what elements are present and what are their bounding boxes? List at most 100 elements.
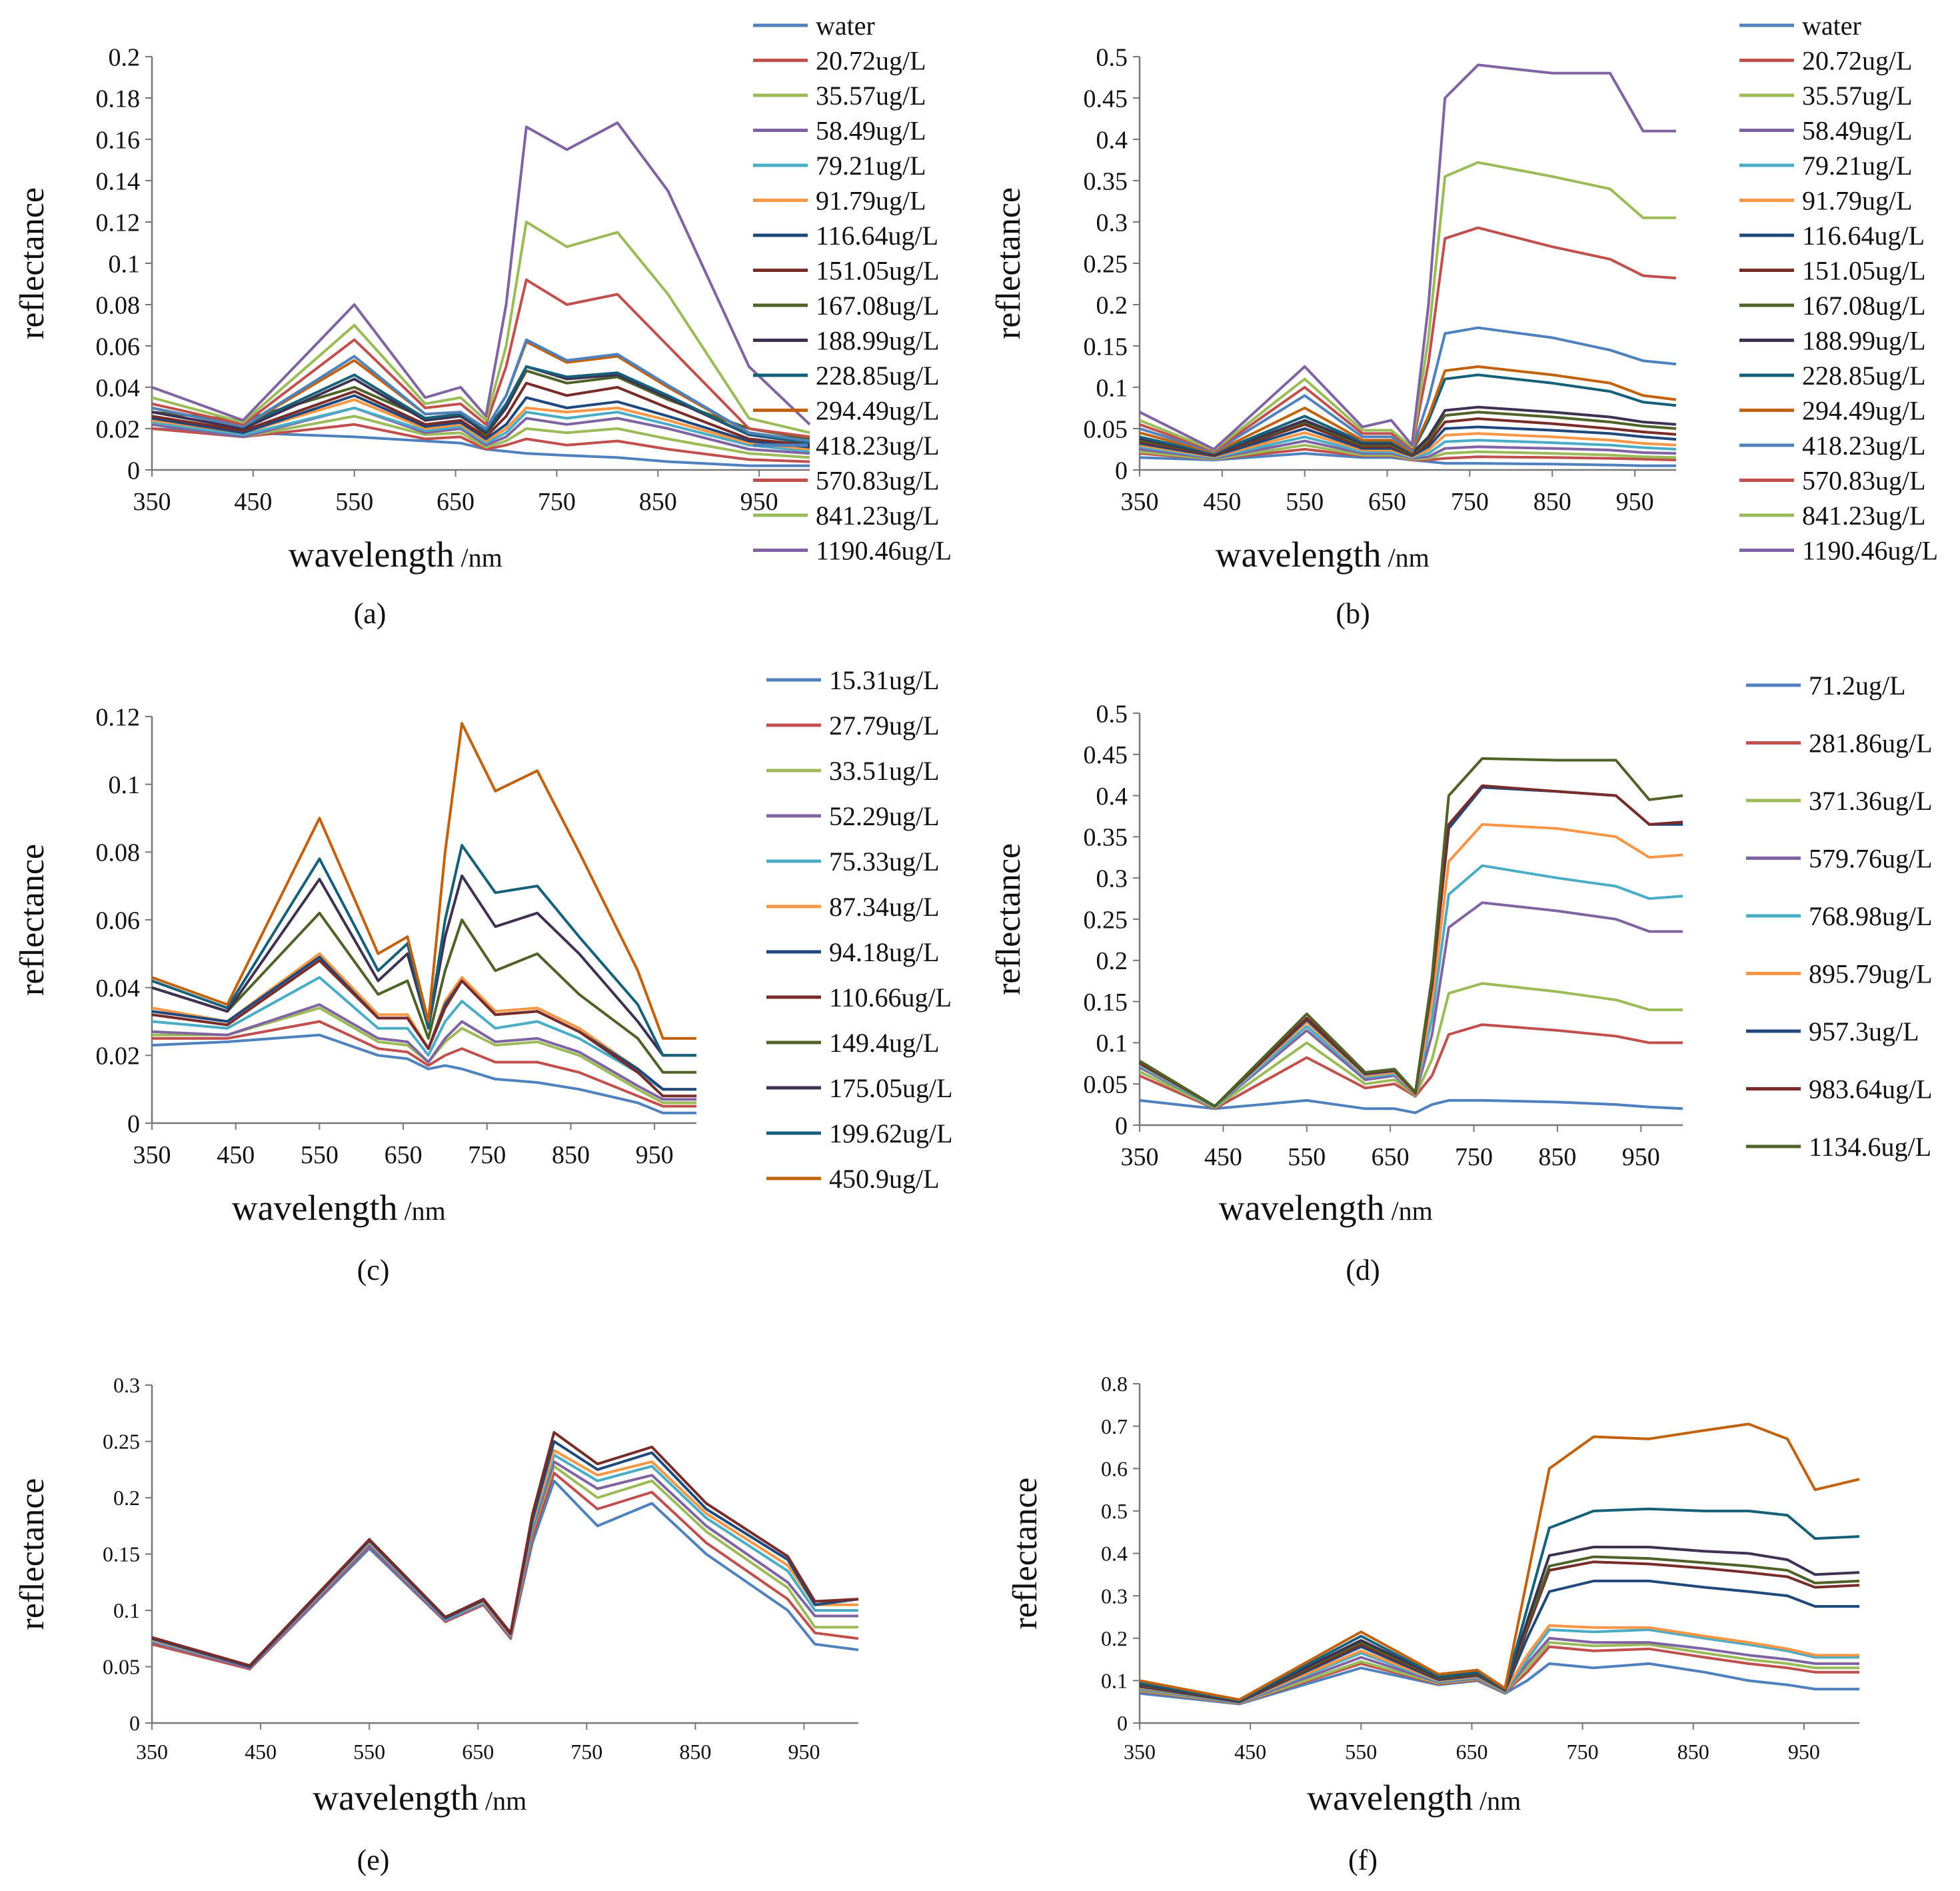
series-line: [151, 1460, 858, 1670]
series-line: [1139, 1628, 1859, 1704]
x-tick-label: 450: [1204, 1143, 1242, 1171]
y-tick-label: 0.3: [1096, 865, 1128, 893]
y-tick-label: 0.1: [113, 1598, 140, 1622]
legend-label: 768.98ug/L: [1809, 901, 1933, 931]
legend-label: 1190.46ug/L: [816, 536, 952, 566]
series-line: [1139, 823, 1683, 1108]
series-line: [1139, 431, 1677, 459]
legend-label: 71.2ug/L: [1809, 671, 1906, 701]
x-tick-label: 550: [1345, 1740, 1377, 1764]
series-line: [1139, 1098, 1683, 1114]
y-tick-label: 0.5: [1101, 1499, 1128, 1523]
legend-label: 151.05ug/L: [816, 256, 940, 286]
series-line: [1139, 864, 1683, 1108]
x-tick-label: 950: [636, 1141, 674, 1169]
series-line: [151, 221, 810, 435]
y-tick-label: 0.02: [96, 415, 141, 443]
y-axis-label: reflectance: [990, 843, 1028, 995]
series-line: [1139, 448, 1677, 462]
panel-e: (e) 0 0.05 0.1 0.15 0.2 0.25 0.3 350 450 550 650 75…: [13, 1373, 859, 1876]
x-axis-label: wavelength: [289, 535, 455, 575]
legend-label: 79.21ug/L: [1802, 151, 1913, 181]
legend-label: 27.79ug/L: [829, 711, 940, 741]
series-line: [151, 1033, 696, 1114]
legend-label: 58.49ug/L: [1802, 116, 1913, 146]
series-line: [151, 874, 696, 1057]
panel-c: (c) 0 0.02 0.04 0.06 0.08 0.1 0.12 350 450 550 650…: [13, 665, 953, 1286]
y-tick-label: 0.1: [109, 771, 141, 799]
x-axis-unit: /nm: [1479, 1786, 1521, 1816]
series-line: [1139, 439, 1677, 460]
y-tick-label: 0.45: [1084, 85, 1128, 113]
y-axis-label: reflectance: [13, 1478, 51, 1630]
x-tick-label: 950: [1616, 488, 1654, 516]
x-axis-label: wavelength: [1216, 535, 1382, 575]
legend-label: 52.29ug/L: [829, 801, 940, 831]
y-tick-label: 0.7: [1101, 1414, 1128, 1438]
series-line: [1139, 373, 1677, 455]
series-line: [1139, 1023, 1683, 1110]
x-tick-label: 550: [301, 1141, 339, 1169]
series-line: [151, 278, 810, 439]
legend-label: 294.49ug/L: [1802, 396, 1926, 426]
legend-label: 20.72ug/L: [1802, 46, 1913, 76]
y-tick-label: 0: [1115, 1112, 1128, 1140]
legend-label: 371.36ug/L: [1809, 786, 1933, 816]
x-axis-label: wavelength: [232, 1188, 398, 1228]
x-tick-label: 850: [552, 1141, 590, 1169]
y-tick-label: 0.1: [1096, 1030, 1128, 1058]
series-line: [1139, 452, 1676, 467]
y-tick-label: 0.1: [109, 250, 141, 278]
x-tick-label: 350: [1124, 1740, 1156, 1764]
series-line: [1139, 1636, 1859, 1704]
legend-label: 79.21ug/L: [816, 151, 926, 181]
x-tick-label: 350: [1121, 1143, 1159, 1171]
legend-label: 983.64ug/L: [1809, 1074, 1933, 1104]
x-tick-label: 950: [788, 1740, 820, 1764]
series-line: [151, 407, 810, 453]
x-axis-unit: /nm: [1392, 1196, 1433, 1226]
panel-a: (a) 0 0.02 0.04 0.06 0.08 0.1 0.12 0.14 0.16 0.18…: [13, 11, 952, 630]
series-line: [1139, 1645, 1859, 1705]
series-line: [151, 1453, 858, 1668]
series-line: [151, 1464, 858, 1670]
y-tick-label: 0.3: [1101, 1584, 1128, 1608]
y-tick-label: 0.1: [1096, 374, 1128, 402]
series-line: [151, 1003, 696, 1101]
series-line: [152, 1020, 696, 1108]
x-tick-label: 550: [353, 1740, 385, 1764]
legend-label: 1190.46ug/L: [1802, 536, 1938, 566]
series-line: [1139, 1624, 1859, 1704]
x-tick-label: 850: [1533, 488, 1571, 516]
y-tick-label: 0.15: [103, 1542, 140, 1566]
legend-label: water: [816, 11, 875, 41]
series-line: [1139, 326, 1677, 453]
legend-label: 149.4ug/L: [829, 1028, 940, 1058]
series-line: [151, 1471, 859, 1670]
x-tick-label: 650: [1368, 488, 1406, 516]
y-tick-label: 0.3: [1096, 209, 1128, 237]
x-tick-label: 950: [1622, 1143, 1660, 1171]
series-line: [151, 423, 810, 463]
x-axis-label: wavelength: [1307, 1778, 1473, 1818]
x-tick-label: 650: [385, 1141, 423, 1169]
y-tick-label: 0.4: [1096, 126, 1128, 154]
legend-label: 94.18ug/L: [829, 937, 940, 967]
x-tick-label: 650: [1372, 1143, 1410, 1171]
y-tick-label: 0.12: [96, 209, 141, 237]
x-tick-label: 350: [133, 1141, 171, 1169]
series-line: [1139, 405, 1677, 456]
legend-label: 418.23ug/L: [1802, 431, 1926, 461]
x-axis-unit: /nm: [461, 543, 502, 573]
x-axis-unit: /nm: [485, 1786, 526, 1816]
x-tick-label: 550: [335, 488, 373, 516]
panel-b: (b) 0 0.05 0.1 0.15 0.2 0.25 0.3 0.35 0.4 0.45 0.5…: [990, 11, 1938, 630]
y-tick-label: 0.04: [96, 374, 141, 402]
x-tick-label: 650: [437, 488, 475, 516]
y-tick-label: 0.35: [1084, 167, 1128, 195]
x-tick-label: 850: [1538, 1143, 1576, 1171]
legend-label: 110.66ug/L: [829, 982, 952, 1012]
legend-label: 91.79ug/L: [1802, 186, 1913, 216]
legend-label: 35.57ug/L: [816, 81, 926, 111]
y-tick-label: 0.15: [1084, 333, 1128, 361]
